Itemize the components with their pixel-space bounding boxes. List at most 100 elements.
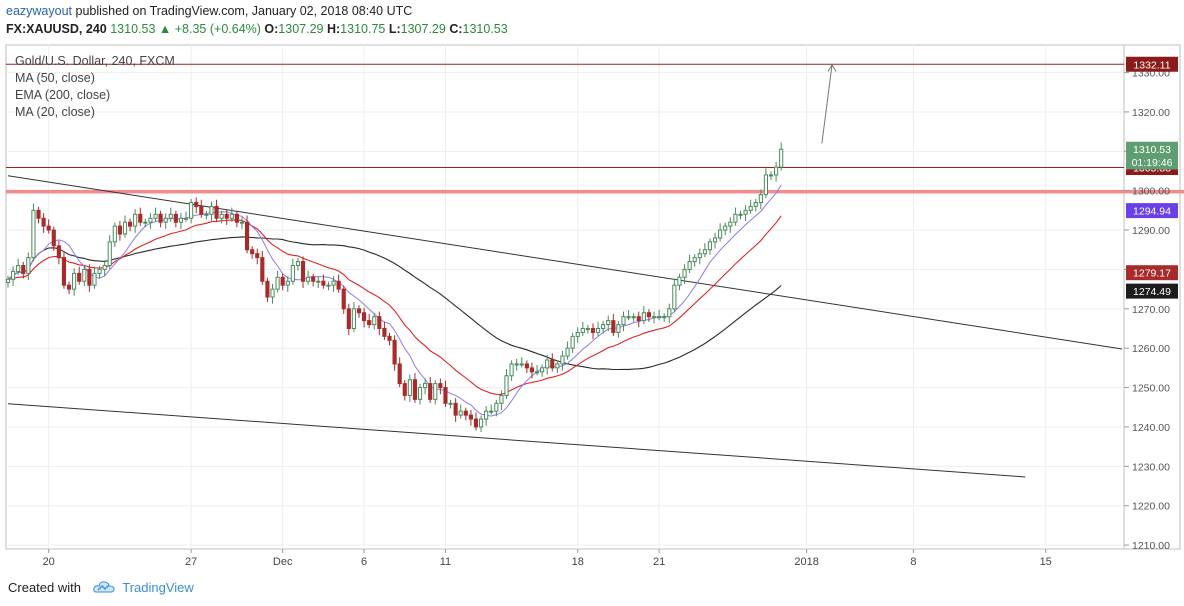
- candle-up: [667, 308, 672, 318]
- candle-up: [585, 328, 590, 330]
- candle-up: [178, 217, 184, 223]
- candle-down: [367, 320, 372, 326]
- price-badge: [1126, 203, 1178, 219]
- candle-up: [331, 280, 336, 286]
- candle-up: [555, 363, 560, 369]
- candle-up: [774, 166, 779, 176]
- candle-down: [361, 312, 367, 322]
- author-name[interactable]: eazywayout: [6, 4, 73, 18]
- close-label: C:: [449, 22, 463, 36]
- ema200-line: [7, 215, 782, 395]
- candle-up: [718, 229, 723, 239]
- candle-down: [468, 414, 473, 420]
- candle-up: [16, 265, 21, 272]
- candle-up: [112, 225, 117, 243]
- candle-up: [372, 316, 377, 326]
- candle-up: [285, 280, 290, 286]
- candle-down: [173, 213, 178, 223]
- low-value: 1307.29: [400, 22, 446, 36]
- candle-up: [570, 335, 575, 349]
- price-badge-label: 01:19:46: [1132, 157, 1173, 169]
- x-tick-label: 27: [185, 556, 197, 568]
- legend-item-ema200: EMA (200, close): [15, 88, 110, 102]
- candle-down: [397, 363, 402, 385]
- y-tick-label: 1320.00: [1132, 107, 1170, 119]
- candle-up: [565, 347, 570, 357]
- arrow-head: [827, 63, 837, 72]
- candle-up: [707, 241, 713, 251]
- candle-down: [382, 328, 387, 337]
- candle-down: [443, 387, 448, 404]
- candle-up: [72, 272, 77, 290]
- price-badge-label: 1310.53: [1133, 144, 1171, 156]
- candle-up: [122, 221, 128, 235]
- candle-down: [265, 280, 270, 298]
- x-tick-label: 20: [43, 556, 55, 568]
- low-label: L:: [388, 22, 401, 36]
- y-tick-label: 1210.00: [1132, 540, 1170, 552]
- candle-down: [260, 257, 265, 282]
- candle-down: [245, 221, 250, 251]
- grid: [8, 45, 1122, 549]
- candle-up: [143, 221, 148, 224]
- candle-up: [768, 174, 774, 177]
- candle-up: [219, 213, 224, 219]
- ma20-line: [7, 184, 782, 417]
- change-value: +8.35 (+0.64%): [174, 22, 261, 36]
- footer: Created with TradingView: [8, 580, 194, 597]
- candle-down: [356, 308, 362, 314]
- candle-up: [484, 410, 489, 420]
- candle-up: [209, 205, 214, 215]
- price-badge: [1126, 141, 1178, 157]
- candle-down: [336, 280, 341, 290]
- x-tick-label: 6: [361, 556, 367, 568]
- candle-up: [631, 316, 636, 319]
- y-tick-label: 1290.00: [1132, 225, 1170, 237]
- candle-up: [677, 276, 682, 286]
- support-zone: [6, 189, 1184, 194]
- candle-up: [290, 265, 295, 282]
- last-price: 1310.53: [110, 22, 156, 36]
- candle-up: [107, 241, 112, 266]
- candle-up: [499, 394, 504, 404]
- candle-up: [448, 402, 453, 405]
- candle-up: [682, 268, 687, 278]
- candle-up: [743, 209, 748, 215]
- candle-up: [204, 213, 209, 216]
- candle-up: [183, 217, 189, 220]
- candle-down: [590, 328, 596, 333]
- candle-up: [595, 328, 601, 333]
- candle-up: [295, 261, 301, 266]
- x-tick-label: 18: [572, 556, 584, 568]
- tradingview-brand[interactable]: TradingView: [122, 580, 194, 595]
- candle-up: [82, 268, 87, 282]
- arrow-shaft: [821, 64, 833, 144]
- candle-down: [387, 335, 392, 341]
- price-badge-label: 1274.49: [1133, 286, 1171, 298]
- candle-down: [41, 217, 46, 227]
- legend: Gold/U.S. Dollar, 240, FXCM MA (50, clos…: [15, 54, 175, 119]
- candle-up: [534, 371, 540, 374]
- candle-up: [514, 363, 519, 366]
- price-chart[interactable]: 1210.00 1220.00 1230.00 1240.00 1250.00 1260.…: [0, 40, 1184, 570]
- candle-up: [407, 379, 412, 396]
- symbol-line: FX:XAUUSD, 240 1310.53 ▲ +8.35 (+0.64%) …: [6, 22, 508, 36]
- candle-down: [51, 229, 56, 247]
- legend-item-ma50: MA (50, close): [15, 71, 95, 85]
- price-badge: [1126, 154, 1178, 170]
- publish-line: eazywayout published on TradingView.com,…: [6, 4, 412, 18]
- candle-up: [606, 320, 611, 326]
- candle-down: [214, 205, 219, 219]
- candle-up: [712, 237, 718, 243]
- candle-up: [478, 418, 484, 428]
- moving-averages: [7, 184, 782, 417]
- candle-up: [662, 316, 667, 319]
- x-tick-label: Dec: [273, 556, 293, 568]
- x-tick-label: 8: [910, 556, 916, 568]
- candle-up: [306, 276, 311, 282]
- x-tick-label: 2018: [794, 556, 818, 568]
- candle-up: [687, 261, 692, 270]
- candle-down: [346, 308, 351, 329]
- y-tick-label: 1250.00: [1132, 383, 1170, 395]
- candle-up: [351, 308, 356, 329]
